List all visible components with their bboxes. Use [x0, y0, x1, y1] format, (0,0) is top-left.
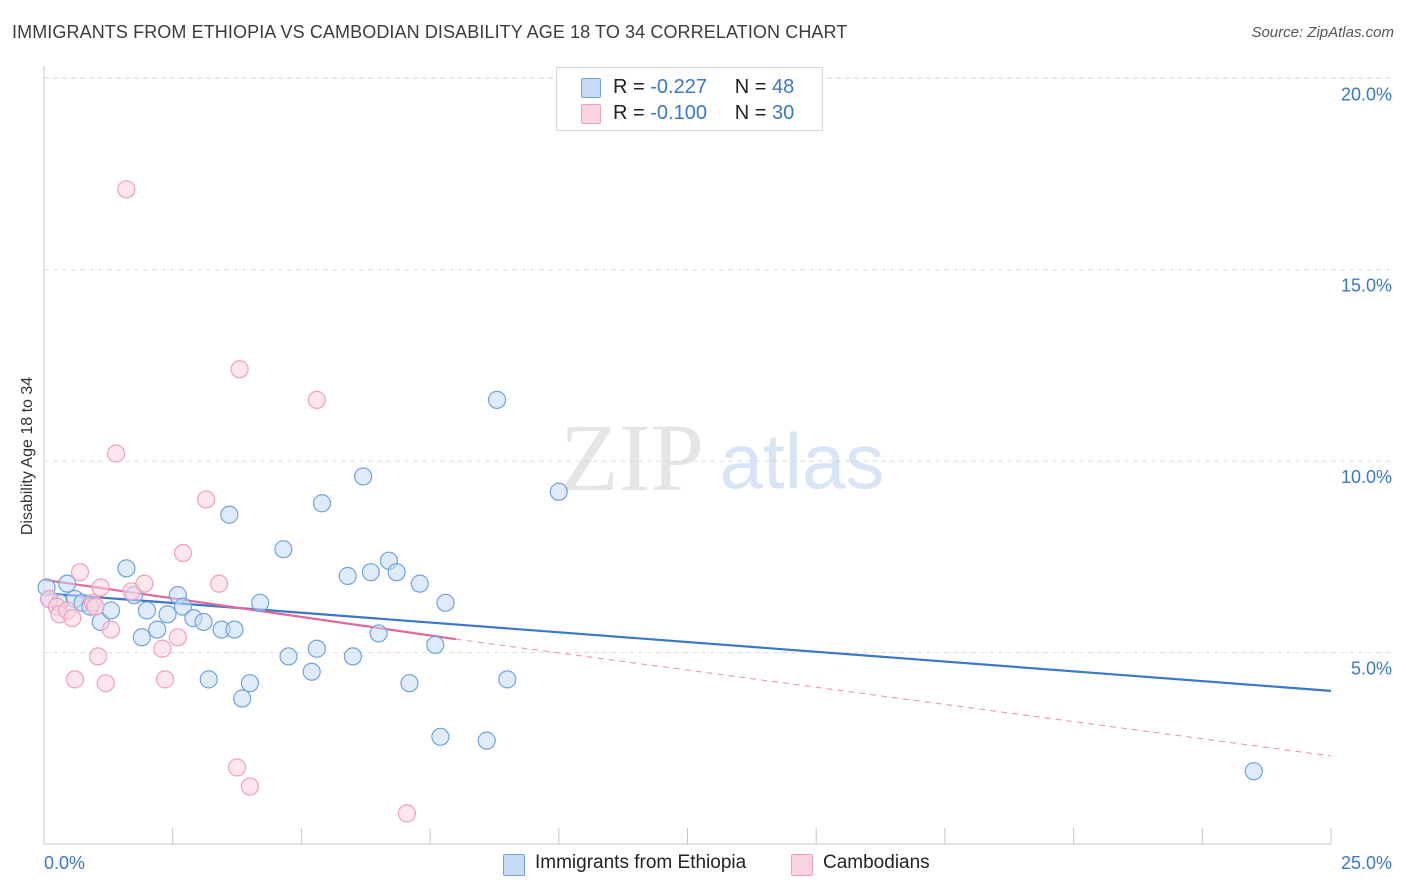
point-ethiopia	[117, 559, 136, 578]
y-axis-label: Disability Age 18 to 34	[19, 376, 36, 536]
point-ethiopia	[369, 624, 388, 643]
x-tick-label: 0.0%	[44, 853, 85, 873]
point-ethiopia	[436, 593, 455, 612]
point-cambodians	[168, 628, 187, 647]
trend-layer	[43, 578, 1332, 757]
legend-swatch-ethiopia	[503, 854, 525, 876]
point-ethiopia	[279, 647, 298, 666]
point-cambodians	[240, 777, 260, 796]
point-ethiopia	[431, 727, 450, 746]
point-ethiopia	[251, 593, 270, 612]
stats-box: R = -0.227 N = 48 R = -0.100 N = 30	[556, 67, 823, 131]
point-cambodians	[65, 670, 84, 689]
r-value: -0.100	[650, 102, 707, 124]
point-cambodians	[88, 647, 108, 666]
y-tick-label: 15.0%	[1341, 276, 1392, 296]
point-cambodians	[101, 620, 121, 639]
point-ethiopia	[302, 662, 321, 681]
point-ethiopia	[312, 494, 332, 513]
point-ethiopia	[400, 674, 419, 693]
point-ethiopia	[274, 540, 293, 559]
point-ethiopia	[426, 635, 445, 655]
point-cambodians	[86, 597, 105, 616]
point-cambodians	[63, 609, 82, 628]
point-ethiopia	[1244, 762, 1263, 781]
point-ethiopia	[101, 601, 121, 620]
point-cambodians	[173, 543, 193, 563]
point-cambodians	[209, 574, 229, 593]
n-value: 30	[772, 102, 795, 124]
n-label: N =	[734, 102, 767, 124]
point-cambodians	[155, 670, 175, 689]
point-ethiopia	[307, 639, 326, 658]
point-ethiopia	[137, 601, 157, 620]
stats-swatch-cambodians	[581, 104, 601, 124]
point-cambodians	[197, 490, 216, 509]
point-cambodians	[230, 360, 249, 379]
point-cambodians	[106, 444, 126, 463]
watermark-atlas: atlas	[720, 417, 885, 505]
legend-label-cambodians: Cambodians	[823, 852, 930, 873]
axis-layer	[43, 66, 1332, 845]
point-ethiopia	[498, 670, 517, 689]
y-tick-label: 20.0%	[1341, 84, 1392, 104]
point-ethiopia	[361, 563, 380, 582]
point-ethiopia	[549, 482, 568, 501]
source-label: Source: ZipAtlas.com	[1251, 24, 1394, 41]
stats-swatch-ethiopia	[581, 78, 601, 98]
point-ethiopia	[387, 563, 406, 582]
point-ethiopia	[233, 689, 252, 708]
watermark-zip: ZIP	[560, 404, 704, 511]
point-ethiopia	[199, 670, 218, 689]
legend-swatch-cambodians	[791, 854, 813, 876]
point-ethiopia	[173, 597, 193, 616]
point-cambodians	[117, 180, 136, 199]
point-cambodians	[135, 574, 154, 593]
point-cambodians	[70, 563, 90, 582]
point-cambodians	[153, 639, 172, 658]
point-cambodians	[227, 758, 247, 777]
point-ethiopia	[158, 605, 177, 624]
y-tick-label: 5.0%	[1351, 659, 1392, 679]
point-ethiopia	[132, 628, 151, 647]
point-ethiopia	[487, 390, 507, 409]
point-ethiopia	[194, 612, 213, 632]
point-ethiopia	[225, 620, 244, 639]
y-tick-label: 10.0%	[1341, 467, 1392, 487]
tick-label-layer: 5.0% 10.0% 15.0% 20.0% 0.0% 25.0%	[44, 84, 1392, 873]
chart-title: IMMIGRANTS FROM ETHIOPIA VS CAMBODIAN DI…	[12, 22, 848, 42]
point-ethiopia	[477, 731, 496, 750]
legend-label-ethiopia: Immigrants from Ethiopia	[535, 852, 747, 873]
point-layer	[37, 180, 1263, 823]
point-ethiopia	[343, 647, 362, 666]
n-label: N =	[734, 76, 767, 98]
point-ethiopia	[338, 566, 357, 586]
point-cambodians	[307, 390, 326, 409]
x-tick-label: 25.0%	[1341, 853, 1392, 873]
point-ethiopia	[220, 505, 239, 524]
point-ethiopia	[148, 620, 167, 639]
point-ethiopia	[354, 467, 373, 486]
r-value: -0.227	[650, 76, 707, 98]
r-label: R =	[613, 76, 645, 98]
trendline-cambodians-extension	[455, 638, 1332, 757]
trendline-cambodians	[43, 578, 456, 641]
watermark: ZIP atlas	[560, 404, 884, 511]
n-value: 48	[772, 76, 795, 98]
point-ethiopia	[240, 674, 260, 693]
point-ethiopia	[410, 574, 429, 593]
point-cambodians	[397, 804, 417, 823]
r-label: R =	[613, 102, 645, 124]
point-cambodians	[91, 578, 110, 597]
point-ethiopia	[58, 574, 77, 593]
point-cambodians	[96, 674, 115, 693]
